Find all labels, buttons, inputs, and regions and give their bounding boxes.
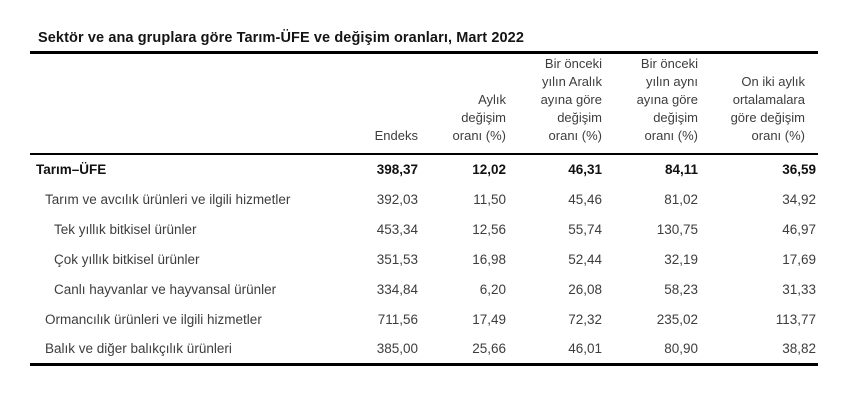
cell-value: 58,23 <box>664 281 698 297</box>
row-label: Canlı hayvanlar ve hayvansal ürünler <box>54 281 277 297</box>
cell-value: 25,66 <box>472 340 506 356</box>
page-title: Sektör ve ana gruplara göre Tarım-ÜFE ve… <box>38 30 525 46</box>
report-table-block: Sektör ve ana gruplara göre Tarım-ÜFE ve… <box>30 30 818 366</box>
table-row: Tek yıllık bitkisel ürünler 453,34 12,56 55… <box>30 214 818 244</box>
row-label: Tarım ve avcılık ürünleri ve ilgili hizm… <box>45 191 291 207</box>
cell-value: 46,31 <box>568 162 602 177</box>
row-label: Ormancılık ürünleri ve ilgili hizmetler <box>45 311 262 327</box>
row-label: Tarım–ÜFE <box>36 162 107 177</box>
cell-value: 46,97 <box>782 221 816 237</box>
table-header-row: Endeks Aylık değişim oranı (%) Bir öncek… <box>30 54 818 154</box>
column-header-change-vs-same-month: Bir önceki yılın aynı ayına göre değişim… <box>636 56 698 143</box>
cell-value: 711,56 <box>377 311 418 327</box>
column-header-endeks: Endeks <box>374 128 418 143</box>
cell-value: 453,34 <box>376 221 418 237</box>
cell-value: 385,00 <box>376 340 418 356</box>
cell-value: 38,82 <box>782 340 816 356</box>
cell-value: 32,19 <box>664 251 698 267</box>
title-rule <box>30 51 818 54</box>
row-label: Çok yıllık bitkisel ürünler <box>54 251 200 267</box>
cell-value: 17,69 <box>782 251 816 267</box>
column-header-monthly-change: Aylık değişim oranı (%) <box>452 92 506 143</box>
cell-value: 130,75 <box>656 221 698 237</box>
cell-value: 46,01 <box>568 340 602 356</box>
cell-value: 16,98 <box>472 251 506 267</box>
data-table: Endeks Aylık değişim oranı (%) Bir öncek… <box>30 54 818 366</box>
cell-value: 334,84 <box>376 281 418 297</box>
cell-value: 17,49 <box>472 311 506 327</box>
cell-value: 31,33 <box>782 281 816 297</box>
cell-value: 113,77 <box>775 311 816 327</box>
column-header-sector <box>30 54 340 154</box>
table-row: Canlı hayvanlar ve hayvansal ürünler 334,… <box>30 274 818 304</box>
row-label: Balık ve diğer balıkçılık ürünleri <box>45 340 232 356</box>
row-label: Tek yıllık bitkisel ürünler <box>54 221 197 237</box>
cell-value: 398,37 <box>376 162 418 177</box>
cell-value: 392,03 <box>376 191 418 207</box>
cell-value: 72,32 <box>568 311 602 327</box>
cell-value: 11,50 <box>473 191 506 207</box>
cell-value: 26,08 <box>568 281 602 297</box>
table-row: Ormancılık ürünleri ve ilgili hizmetler 7… <box>30 304 818 334</box>
cell-value: 12,02 <box>472 162 506 177</box>
table-row: Çok yıllık bitkisel ürünler 351,53 16,98 52… <box>30 244 818 274</box>
table-row: Tarım–ÜFE 398,37 12,02 46,31 84,11 36,59 <box>30 154 818 184</box>
column-header-twelve-month-avg: On iki aylık ortalamalara göre değişim o… <box>730 74 805 143</box>
cell-value: 351,53 <box>376 251 418 267</box>
column-header-change-vs-december: Bir önceki yılın Aralık ayına göre değiş… <box>540 56 602 143</box>
table-row: Tarım ve avcılık ürünleri ve ilgili hizm… <box>30 184 818 214</box>
cell-value: 12,56 <box>472 221 506 237</box>
cell-value: 84,11 <box>664 162 698 177</box>
cell-value: 34,92 <box>782 191 816 207</box>
cell-value: 45,46 <box>568 191 602 207</box>
table-row: Balık ve diğer balıkçılık ürünleri 385,00… <box>30 334 818 364</box>
cell-value: 80,90 <box>664 340 698 356</box>
cell-value: 235,02 <box>656 311 698 327</box>
cell-value: 52,44 <box>568 251 602 267</box>
cell-value: 6,20 <box>479 281 506 297</box>
cell-value: 36,59 <box>782 162 816 177</box>
cell-value: 81,02 <box>664 191 698 207</box>
cell-value: 55,74 <box>568 221 602 237</box>
table-body: Tarım–ÜFE 398,37 12,02 46,31 84,11 36,59 Tarım… <box>30 154 818 364</box>
table-header: Endeks Aylık değişim oranı (%) Bir öncek… <box>30 54 818 154</box>
